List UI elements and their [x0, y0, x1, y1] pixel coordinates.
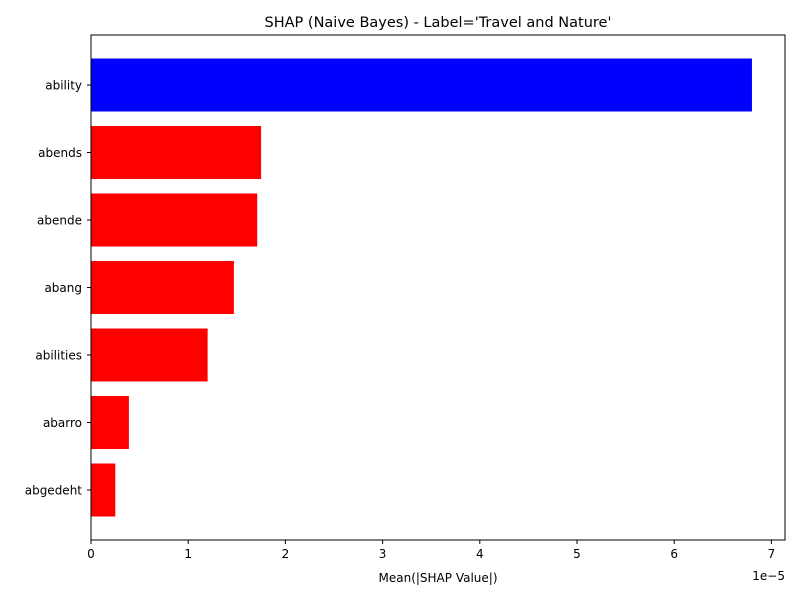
bar-ability — [91, 58, 752, 112]
plot-frame — [90, 34, 786, 541]
x-axis-ticks: 0 1 2 3 4 5 6 7 — [87, 540, 775, 561]
x-tick-label: 5 — [573, 547, 581, 561]
bar-abgedeht — [91, 463, 116, 517]
y-axis-ticks: ability abends abende abang abilities abarro a… — [25, 79, 91, 498]
x-tick-label: 7 — [768, 547, 776, 561]
x-tick-label: 0 — [87, 547, 95, 561]
y-tick-label: abilities — [35, 349, 82, 363]
x-axis-offset-label: 1e−5 — [752, 569, 785, 583]
bar-abang — [91, 261, 234, 314]
chart-title: SHAP (Naive Bayes) - Label='Travel and N… — [265, 15, 612, 31]
bar-abilities — [91, 328, 208, 382]
y-tick-label: ability — [45, 79, 82, 93]
y-tick-label: abgedeht — [25, 484, 83, 498]
x-tick-label: 6 — [670, 547, 678, 561]
bar-abende — [91, 193, 258, 247]
bars-group — [91, 58, 752, 517]
y-tick-label: abends — [38, 146, 82, 160]
x-tick-label: 4 — [476, 547, 484, 561]
x-tick-label: 2 — [282, 547, 290, 561]
bar-abarro — [91, 396, 129, 449]
x-tick-label: 3 — [379, 547, 387, 561]
x-axis-label: Mean(|SHAP Value|) — [379, 571, 498, 585]
y-tick-label: abarro — [43, 416, 82, 430]
y-tick-label: abende — [37, 214, 82, 228]
x-tick-label: 1 — [184, 547, 192, 561]
bar-abends — [91, 126, 262, 179]
y-tick-label: abang — [44, 281, 82, 295]
